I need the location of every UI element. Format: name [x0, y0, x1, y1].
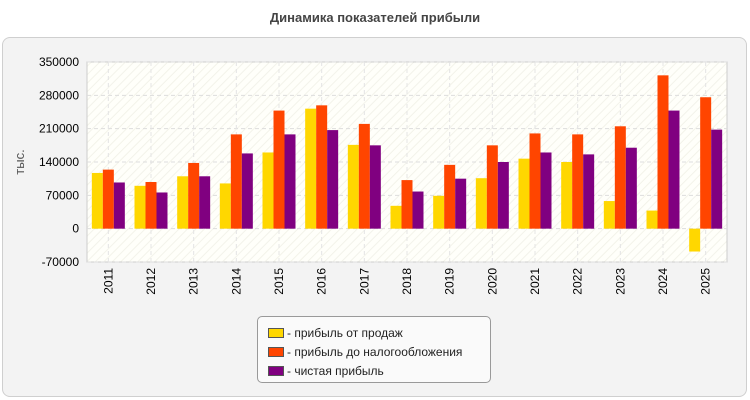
bar-sales-profit [646, 210, 658, 229]
y-tick-label: 280000 [39, 88, 79, 102]
y-tick-label: 70000 [46, 188, 80, 202]
x-tick-label: 2018 [400, 268, 414, 295]
bar-sales-profit [347, 144, 359, 229]
bar-net-profit [327, 130, 339, 229]
bar-sales-profit [219, 183, 231, 229]
bar-sales-profit [91, 172, 103, 229]
chart-title: Динамика показателей прибыли [269, 10, 481, 25]
x-tick-label: 2021 [528, 268, 542, 295]
bar-pretax-profit [700, 97, 712, 229]
bar-pretax-profit [529, 133, 541, 229]
bars [91, 75, 723, 252]
legend-label-pretax-profit: - прибыль до налогообложения [287, 344, 463, 359]
bar-sales-profit [305, 108, 317, 229]
bar-sales-profit [433, 195, 445, 229]
bar-net-profit [412, 191, 424, 229]
x-tick-label: 2014 [229, 268, 243, 295]
bar-pretax-profit [486, 145, 498, 229]
x-tick-label: 2023 [613, 268, 627, 295]
bar-net-profit [668, 110, 680, 229]
y-tick-label: 140000 [39, 155, 79, 169]
y-tick-label: 0 [72, 222, 79, 236]
bar-pretax-profit [401, 180, 413, 229]
bar-net-profit [284, 134, 296, 229]
x-tick-label: 2022 [571, 268, 585, 295]
y-axis: -70000 0 70000 140000 210000 280000 350000 [39, 55, 79, 269]
bar-pretax-profit [145, 182, 157, 229]
legend-item-sales-profit: - прибыль от продаж [268, 323, 490, 342]
bar-net-profit [540, 152, 552, 229]
bar-net-profit [711, 129, 723, 229]
legend: - прибыль от продаж - прибыль до налогоо… [257, 316, 491, 383]
bar-net-profit [199, 176, 211, 229]
legend-label-sales-profit: - прибыль от продаж [287, 325, 403, 340]
bar-net-profit [369, 145, 381, 229]
bar-sales-profit [603, 201, 615, 229]
x-tick-label: 2016 [315, 268, 329, 295]
bar-sales-profit [134, 185, 146, 229]
x-tick-label: 2024 [656, 268, 670, 295]
bar-net-profit [156, 192, 168, 229]
y-axis-label: тыс. [12, 149, 27, 174]
y-tick-label: 210000 [39, 122, 79, 136]
bar-net-profit [455, 178, 467, 229]
bar-sales-profit [177, 176, 189, 229]
legend-swatch-pretax-profit [268, 346, 284, 357]
bar-pretax-profit [358, 123, 370, 229]
x-tick-label: 2019 [443, 268, 457, 295]
bar-sales-profit [689, 228, 701, 252]
bar-net-profit [241, 153, 253, 229]
bar-pretax-profit [657, 75, 669, 229]
bar-net-profit [625, 147, 637, 229]
x-tick-label: 2011 [101, 268, 115, 294]
bar-pretax-profit [102, 169, 114, 229]
bar-pretax-profit [444, 164, 456, 229]
x-tick-label: 2025 [699, 268, 713, 295]
bar-pretax-profit [572, 134, 584, 229]
y-tick-label: -70000 [42, 255, 80, 269]
bar-sales-profit [518, 158, 530, 229]
legend-swatch-sales-profit [268, 327, 284, 338]
legend-item-pretax-profit: - прибыль до налогообложения [268, 342, 490, 361]
x-tick-label: 2013 [187, 268, 201, 295]
bar-pretax-profit [230, 134, 242, 229]
x-tick-label: 2012 [144, 268, 158, 295]
x-tick-label: 2017 [357, 268, 371, 295]
bar-pretax-profit [188, 162, 200, 229]
bar-net-profit [113, 182, 125, 229]
bar-sales-profit [475, 178, 487, 229]
bar-pretax-profit [614, 126, 626, 229]
x-tick-label: 2015 [272, 268, 286, 295]
legend-item-net-profit: - чистая прибыль [268, 361, 490, 380]
bar-sales-profit [390, 205, 402, 229]
bar-net-profit [583, 154, 595, 229]
y-tick-label: 350000 [39, 55, 79, 69]
bar-pretax-profit [273, 110, 285, 229]
bar-net-profit [497, 162, 509, 229]
bar-sales-profit [262, 152, 274, 229]
legend-label-net-profit: - чистая прибыль [287, 363, 384, 378]
bar-sales-profit [561, 162, 573, 229]
x-axis: 2011 2012 2013 2014 2015 2016 2017 2018 2019 2020… [101, 268, 712, 295]
x-tick-label: 2020 [485, 268, 499, 295]
bar-pretax-profit [316, 105, 328, 229]
legend-swatch-net-profit [268, 365, 284, 376]
